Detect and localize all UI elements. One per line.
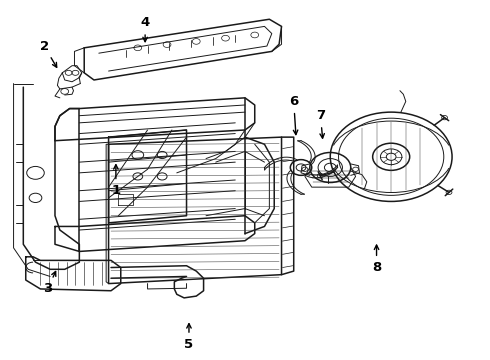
Text: 2: 2 [40,40,57,67]
Text: 4: 4 [141,16,150,42]
Text: 8: 8 [372,245,381,274]
Text: 6: 6 [289,95,298,135]
Text: 7: 7 [316,109,325,138]
Text: 1: 1 [111,165,121,197]
Text: 5: 5 [184,324,194,351]
Text: 3: 3 [43,271,56,296]
